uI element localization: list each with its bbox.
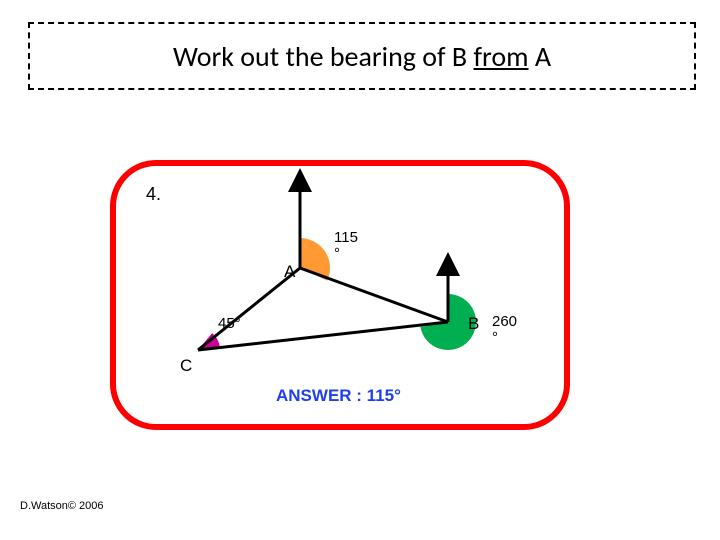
answer-line: ANSWER : 115° bbox=[276, 386, 401, 406]
point-label-c: C bbox=[180, 356, 192, 376]
angle-a-value: 115 ° bbox=[334, 230, 358, 262]
answer-label: ANSWER : bbox=[276, 386, 367, 405]
angle-b-value: 260 ° bbox=[492, 314, 517, 346]
angle-b-num: 260 bbox=[492, 313, 517, 330]
answer-value: 115° bbox=[367, 386, 401, 405]
question-number: 4. bbox=[146, 184, 161, 205]
angle-c-value: 45° bbox=[218, 316, 241, 332]
angle-b-deg: ° bbox=[492, 329, 498, 346]
line-ab bbox=[300, 268, 448, 322]
angle-a-num: 115 bbox=[334, 229, 358, 246]
point-label-b: B bbox=[468, 314, 479, 334]
point-label-a: A bbox=[284, 262, 295, 282]
footer-text: D.Watson© 2006 bbox=[20, 500, 104, 512]
angle-a-deg: ° bbox=[334, 245, 340, 262]
diagram-svg bbox=[0, 0, 720, 540]
